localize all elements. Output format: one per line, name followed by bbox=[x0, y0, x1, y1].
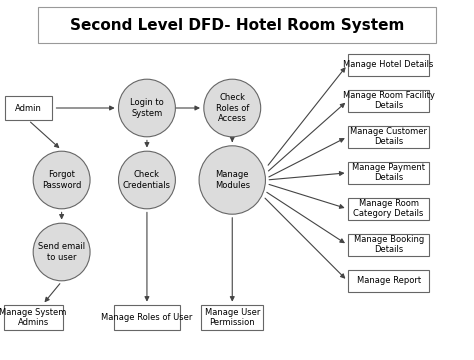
FancyBboxPatch shape bbox=[348, 198, 429, 220]
Text: Manage Report: Manage Report bbox=[356, 276, 421, 285]
Text: Login to
System: Login to System bbox=[130, 98, 164, 118]
Text: Forgot
Password: Forgot Password bbox=[42, 170, 82, 190]
Ellipse shape bbox=[33, 151, 90, 209]
Text: Check
Roles of
Access: Check Roles of Access bbox=[216, 93, 249, 123]
FancyBboxPatch shape bbox=[348, 90, 429, 112]
FancyBboxPatch shape bbox=[5, 96, 52, 120]
FancyBboxPatch shape bbox=[348, 54, 429, 76]
Text: Send email
to user: Send email to user bbox=[38, 242, 85, 262]
Ellipse shape bbox=[204, 79, 261, 137]
Text: Manage Hotel Details: Manage Hotel Details bbox=[344, 60, 434, 69]
Ellipse shape bbox=[118, 151, 175, 209]
Text: Manage Room
Category Details: Manage Room Category Details bbox=[354, 199, 424, 219]
Ellipse shape bbox=[199, 146, 265, 214]
Text: Second Level DFD- Hotel Room System: Second Level DFD- Hotel Room System bbox=[70, 18, 404, 33]
Text: Manage User
Permission: Manage User Permission bbox=[205, 308, 260, 327]
Text: Manage Booking
Details: Manage Booking Details bbox=[354, 235, 424, 255]
Text: Manage
Modules: Manage Modules bbox=[215, 170, 250, 190]
FancyBboxPatch shape bbox=[201, 305, 263, 330]
FancyBboxPatch shape bbox=[114, 305, 180, 330]
Text: Manage Payment
Details: Manage Payment Details bbox=[352, 163, 425, 183]
Ellipse shape bbox=[118, 79, 175, 137]
Text: Manage Room Facility
Details: Manage Room Facility Details bbox=[343, 91, 435, 111]
FancyBboxPatch shape bbox=[4, 305, 63, 330]
Text: Admin: Admin bbox=[15, 104, 42, 112]
Text: Manage System
Admins: Manage System Admins bbox=[0, 308, 67, 327]
FancyBboxPatch shape bbox=[348, 234, 429, 256]
Text: Manage Roles of User: Manage Roles of User bbox=[101, 313, 192, 322]
FancyBboxPatch shape bbox=[38, 7, 436, 43]
FancyBboxPatch shape bbox=[348, 126, 429, 148]
Ellipse shape bbox=[33, 223, 90, 281]
Text: Check
Credentials: Check Credentials bbox=[123, 170, 171, 190]
Text: Manage Customer
Details: Manage Customer Details bbox=[350, 127, 427, 147]
FancyBboxPatch shape bbox=[348, 270, 429, 292]
FancyBboxPatch shape bbox=[348, 162, 429, 184]
